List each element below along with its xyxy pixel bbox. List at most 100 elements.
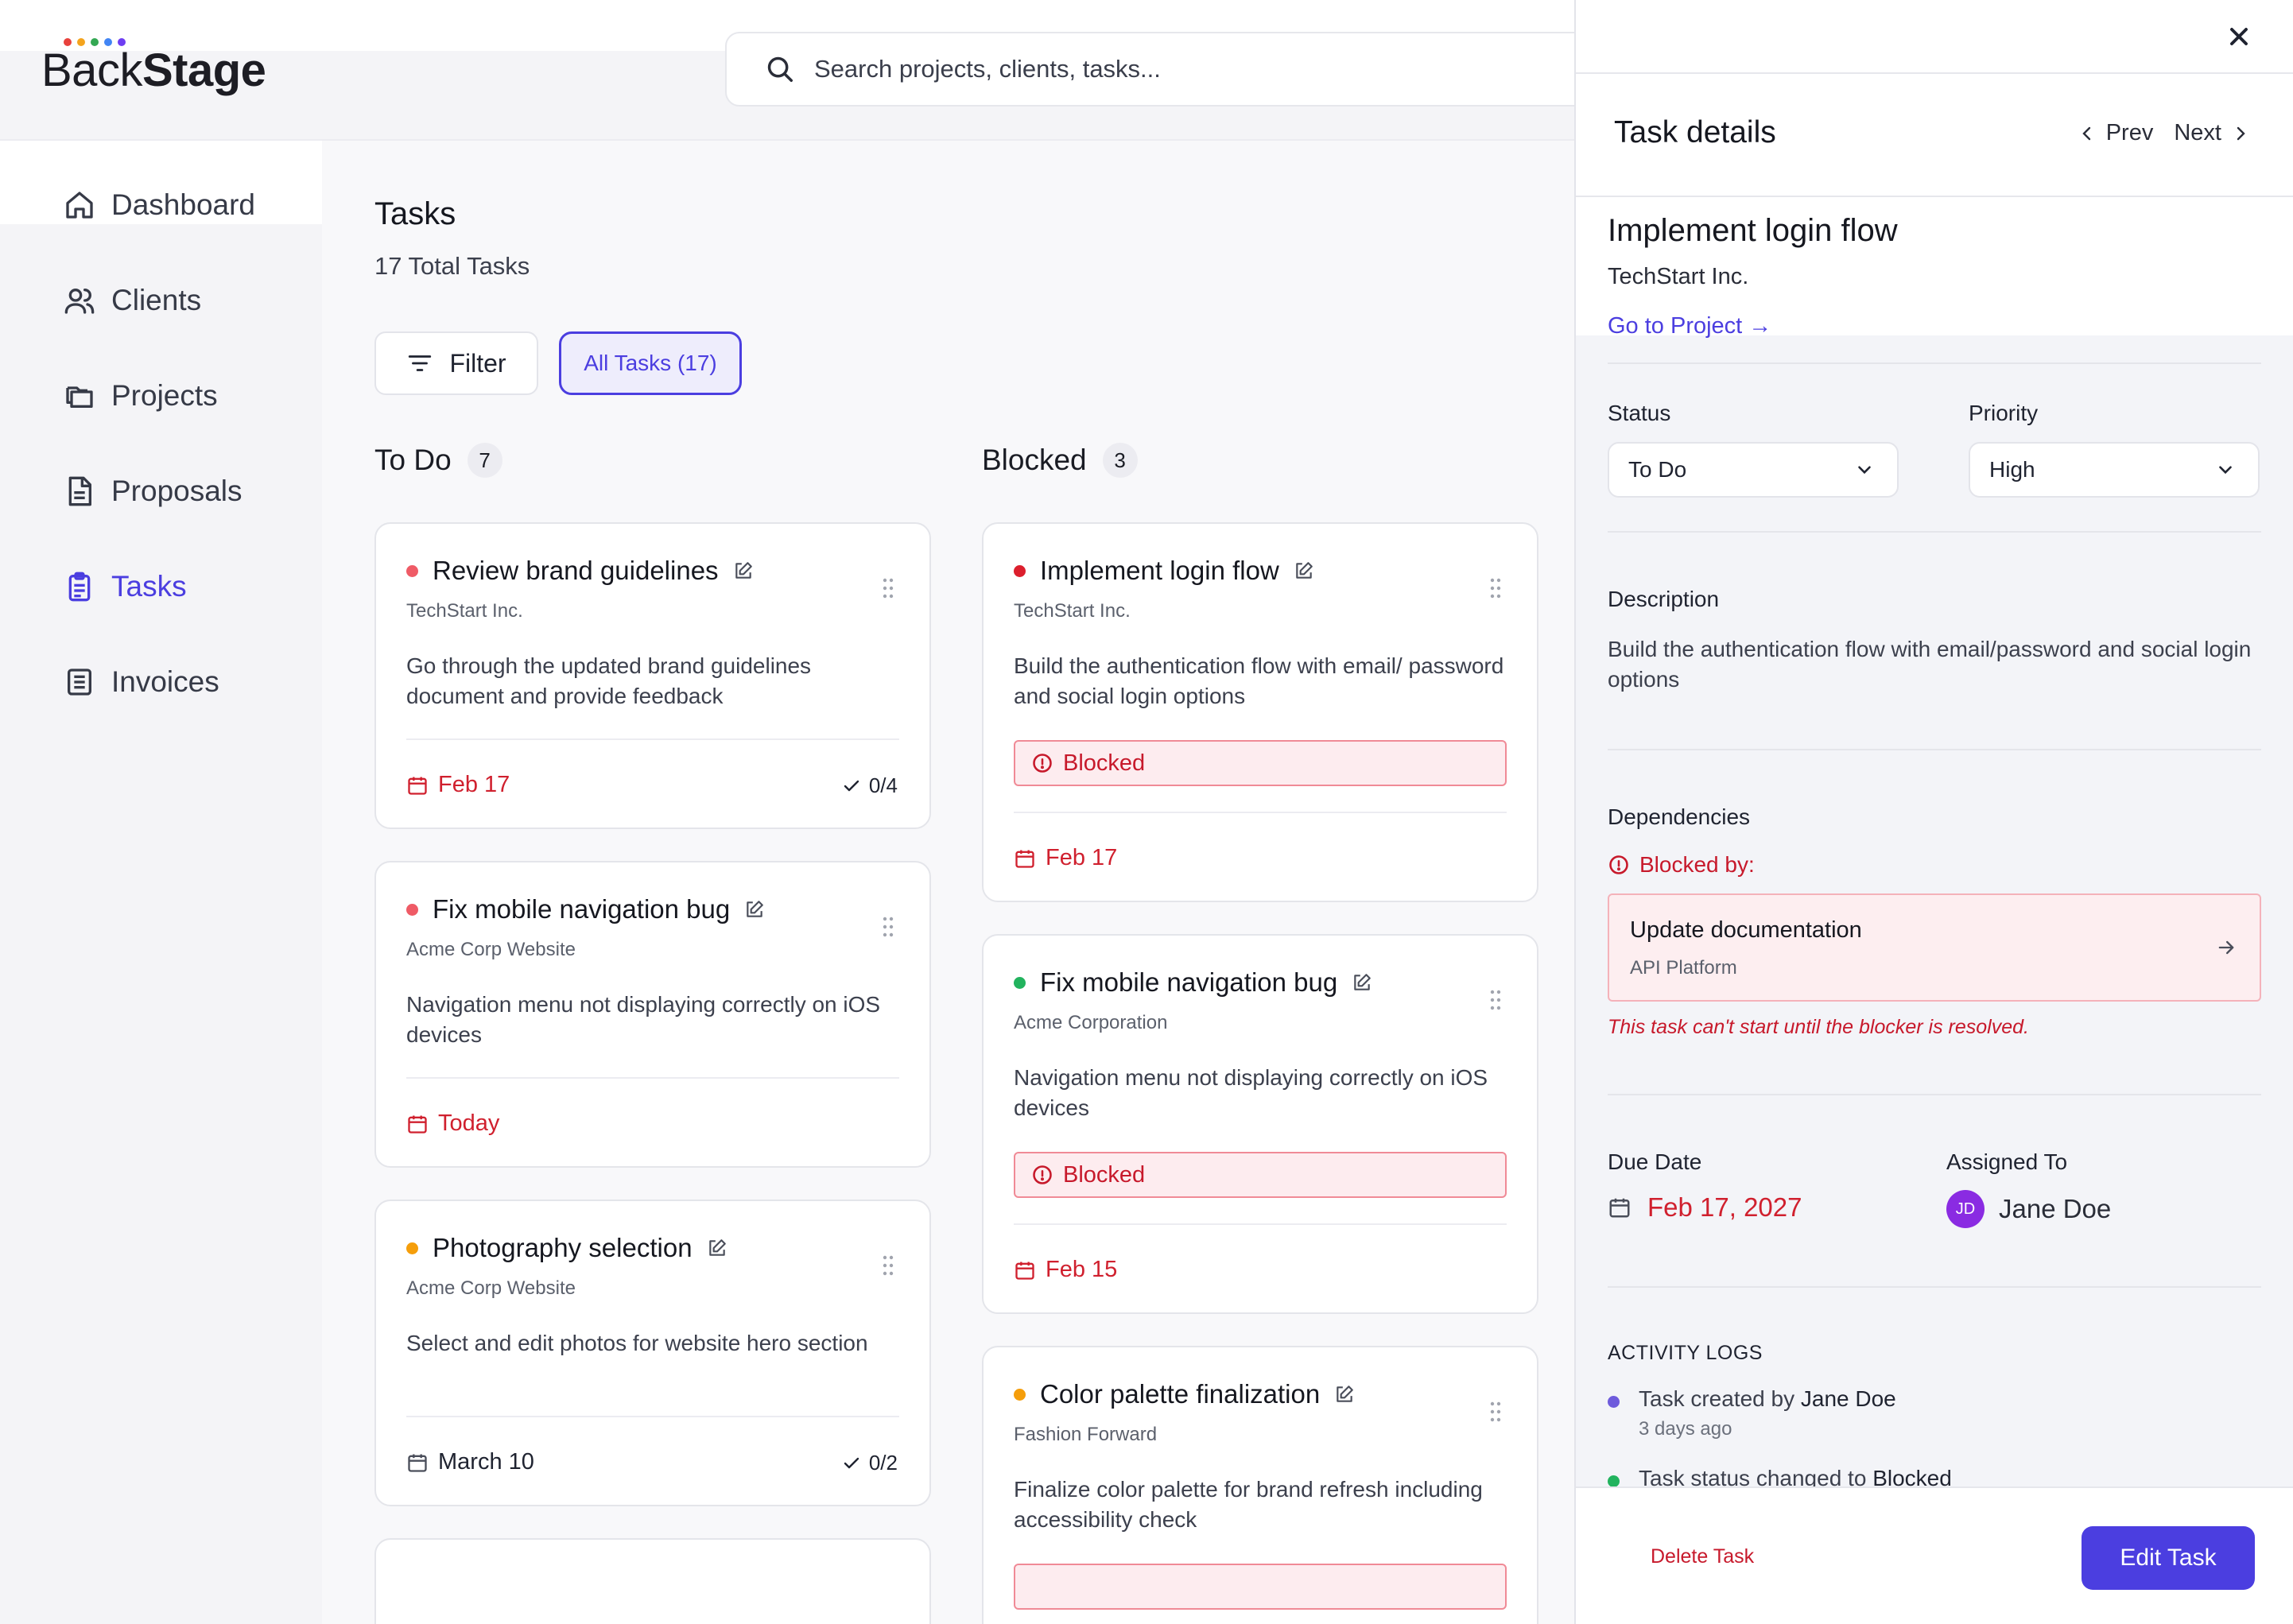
- card-description: Navigation menu not displaying correctly…: [1014, 1065, 1488, 1120]
- delete-task-button[interactable]: Delete Task: [1651, 1545, 1755, 1568]
- document-icon: [64, 475, 95, 507]
- sidebar-item-label: Dashboard: [111, 188, 256, 221]
- divider: [1608, 749, 2261, 750]
- blocked-label: Blocked: [1063, 750, 1146, 776]
- sidebar-item-projects[interactable]: Projects: [64, 379, 218, 413]
- dependency-project: API Platform: [1630, 957, 1737, 979]
- sidebar-item-dashboard[interactable]: Dashboard: [64, 188, 255, 222]
- task-card[interactable]: Photography selection Acme Corp Website …: [374, 1200, 931, 1506]
- search-placeholder: Search projects, clients, tasks...: [814, 55, 1161, 83]
- due-date-value[interactable]: Feb 17, 2027: [1608, 1192, 1802, 1223]
- status-value: To Do: [1628, 457, 1687, 482]
- info-icon: [1031, 752, 1053, 774]
- app-logo[interactable]: BackStage: [41, 38, 266, 94]
- logo-text: BackStage: [41, 48, 266, 94]
- drag-handle-icon[interactable]: [1489, 990, 1502, 1010]
- panel-footer: Delete Task Edit Task: [1576, 1486, 2293, 1624]
- calendar-icon: [1014, 847, 1036, 870]
- sidebar-item-proposals[interactable]: Proposals: [64, 475, 242, 508]
- activity-content: Task created by Jane Doe 3 days ago: [1639, 1386, 1896, 1440]
- drag-handle-icon[interactable]: [882, 917, 894, 937]
- sidebar-item-invoices[interactable]: Invoices: [64, 665, 219, 699]
- chevron-left-icon[interactable]: [2078, 124, 2097, 143]
- edit-icon[interactable]: [1352, 972, 1372, 993]
- card-due-date: Feb 17: [406, 772, 510, 798]
- card-client: Acme Corp Website: [406, 939, 576, 960]
- assignee[interactable]: JD Jane Doe: [1946, 1190, 2111, 1228]
- chevron-right-icon[interactable]: [2231, 124, 2250, 143]
- folders-icon: [64, 380, 95, 412]
- dependency-item[interactable]: Update documentation API Platform: [1608, 893, 2261, 1002]
- sidebar-item-clients[interactable]: Clients: [64, 284, 201, 317]
- priority-dot: [406, 564, 418, 577]
- card-date-text: Feb 15: [1046, 1257, 1118, 1282]
- sidebar-item-label: Projects: [111, 379, 218, 412]
- divider: [1608, 362, 2261, 364]
- card-title: Implement login flow: [1040, 556, 1279, 585]
- edit-icon[interactable]: [707, 1238, 727, 1258]
- blocked-label: Blocked: [1063, 1161, 1146, 1188]
- activity-text: Task created by Jane Doe: [1639, 1386, 1896, 1412]
- priority-value: High: [1989, 457, 2035, 482]
- calendar-icon: [1014, 1259, 1036, 1281]
- drag-handle-icon[interactable]: [1489, 1401, 1502, 1422]
- edit-icon[interactable]: [744, 899, 765, 920]
- calendar-icon: [406, 1452, 429, 1474]
- drag-handle-icon[interactable]: [1489, 578, 1502, 599]
- card-due-date: Feb 15: [1014, 1257, 1117, 1283]
- due-date-label: Due Date: [1608, 1149, 1702, 1174]
- close-icon[interactable]: [2225, 22, 2253, 51]
- task-card[interactable]: Fix mobile navigation bug Acme Corporati…: [982, 934, 1538, 1314]
- status-select[interactable]: To Do: [1608, 442, 1899, 498]
- sidebar-item-label: Tasks: [111, 570, 187, 603]
- go-to-project-link[interactable]: Go to Project →: [1608, 313, 1772, 339]
- card-date-text: March 10: [438, 1449, 534, 1475]
- card-due-date: March 10: [406, 1449, 534, 1475]
- card-divider: [406, 738, 899, 740]
- drag-handle-icon[interactable]: [882, 1255, 894, 1276]
- logo-text-bold: Stage: [142, 45, 266, 96]
- next-button[interactable]: Next: [2174, 120, 2221, 145]
- sidebar-item-label: Invoices: [111, 665, 219, 698]
- task-card[interactable]: Review brand guidelines TechStart Inc. G…: [374, 522, 931, 829]
- edit-icon[interactable]: [1294, 560, 1314, 581]
- logo-dot: [118, 38, 126, 46]
- task-card[interactable]: Fix mobile navigation bug Acme Corp Webs…: [374, 861, 931, 1168]
- column-title: To Do: [374, 444, 452, 476]
- sidebar-top: [0, 141, 322, 224]
- page-subtitle: 17 Total Tasks: [374, 252, 530, 280]
- activity-item: Task created by Jane Doe 3 days ago: [1608, 1386, 1896, 1440]
- task-card[interactable]: Implement login flow TechStart Inc. Buil…: [982, 522, 1538, 902]
- page-title: Tasks: [374, 196, 456, 231]
- priority-select[interactable]: High: [1969, 442, 2260, 498]
- logo-dot: [104, 38, 112, 46]
- card-title-row: Color palette finalization: [1014, 1379, 1355, 1409]
- card-client: Acme Corporation: [1014, 1012, 1168, 1033]
- card-description: Select and edit photos for website hero …: [406, 1331, 868, 1355]
- filter-button[interactable]: Filter: [374, 331, 538, 395]
- search-input[interactable]: Search projects, clients, tasks...: [725, 32, 1600, 107]
- task-card[interactable]: Color palette finalization Fashion Forwa…: [982, 1346, 1538, 1624]
- all-tasks-button[interactable]: All Tasks (17): [559, 331, 742, 395]
- card-divider: [406, 1077, 899, 1079]
- prev-button[interactable]: Prev: [2105, 120, 2154, 145]
- blocked-by-label: Blocked by:: [1639, 852, 1755, 877]
- activity-dot: [1608, 1475, 1620, 1487]
- assigned-to-label: Assigned To: [1946, 1149, 2068, 1174]
- card-description: Navigation menu not displaying correctly…: [406, 992, 881, 1047]
- edit-task-button[interactable]: Edit Task: [2082, 1526, 2255, 1590]
- drag-handle-icon[interactable]: [882, 578, 894, 599]
- task-card[interactable]: [374, 1538, 931, 1624]
- checklist-count: 0/4: [868, 773, 898, 797]
- card-title-row: Photography selection: [406, 1233, 727, 1263]
- edit-icon[interactable]: [733, 560, 754, 581]
- info-icon: [1031, 1164, 1053, 1186]
- sidebar-item-tasks[interactable]: Tasks: [64, 570, 187, 603]
- dependencies-label: Dependencies: [1608, 804, 1751, 829]
- sidebar-item-label: Proposals: [111, 475, 242, 507]
- edit-icon[interactable]: [1334, 1384, 1355, 1405]
- priority-dot: [1014, 564, 1026, 577]
- card-client: TechStart Inc.: [1014, 600, 1131, 622]
- calendar-icon: [1608, 1196, 1631, 1219]
- column-header-todo: To Do 7: [374, 443, 502, 478]
